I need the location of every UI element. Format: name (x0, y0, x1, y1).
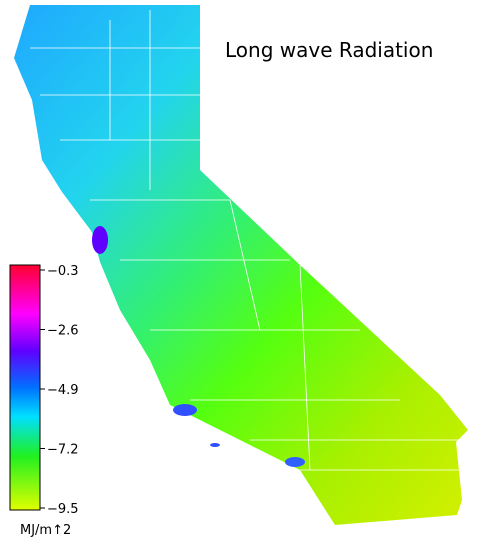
colorbar-tick-label: −2.6 (47, 324, 79, 339)
colorbar-tick-label: −7.2 (47, 443, 79, 458)
colorbar-unit: MJ/m↑2 (20, 523, 71, 538)
colorbar-tick-label: −4.9 (47, 383, 79, 398)
map-title: Long wave Radiation (225, 38, 433, 62)
county-lines (30, 10, 460, 471)
colorbar-tick-label: −0.3 (47, 264, 79, 279)
coastal-highlights (92, 226, 305, 467)
colorbar-ticks: −0.3 −2.6 −4.9 −7.2 −9.5 (40, 264, 79, 517)
california-land (14, 5, 468, 525)
colorbar-tick-label: −9.5 (47, 502, 79, 517)
colorbar (9, 264, 41, 511)
